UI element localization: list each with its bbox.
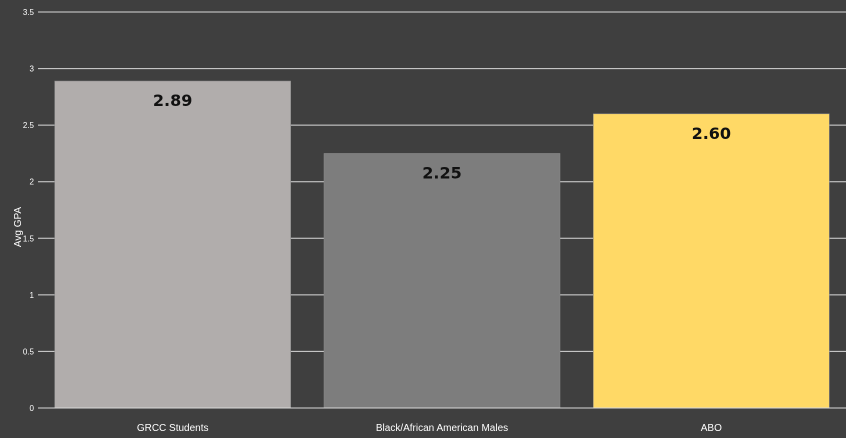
y-tick-label: 0: [30, 404, 35, 413]
data-labels: 2.89 2.25 2.60: [153, 91, 731, 182]
category-label: ABO: [701, 423, 722, 434]
data-label: 2.60: [692, 124, 731, 143]
category-label: GRCC Students: [137, 423, 209, 434]
bar: [593, 113, 830, 409]
category-label: Black/African American Males: [376, 423, 508, 434]
y-tick-label: 3.5: [23, 8, 35, 17]
data-label: 2.25: [422, 163, 461, 182]
bars: [54, 80, 830, 409]
y-tick-label: 1.5: [23, 234, 35, 243]
y-axis-title: Avg GPA: [13, 207, 24, 248]
bar: [323, 153, 561, 409]
y-tick-label: 2.5: [23, 121, 35, 130]
y-tick-label: 3: [30, 65, 35, 74]
y-axis-ticks: 0 0.5 1 1.5 2 2.5 3 3.5: [23, 8, 35, 413]
y-tick-label: 1: [30, 291, 35, 300]
y-tick-label: 2: [30, 178, 35, 187]
data-label: 2.89: [153, 91, 192, 110]
bar: [54, 80, 291, 409]
category-labels: GRCC Students Black/African American Male…: [137, 423, 722, 434]
y-tick-label: 0.5: [23, 347, 35, 356]
